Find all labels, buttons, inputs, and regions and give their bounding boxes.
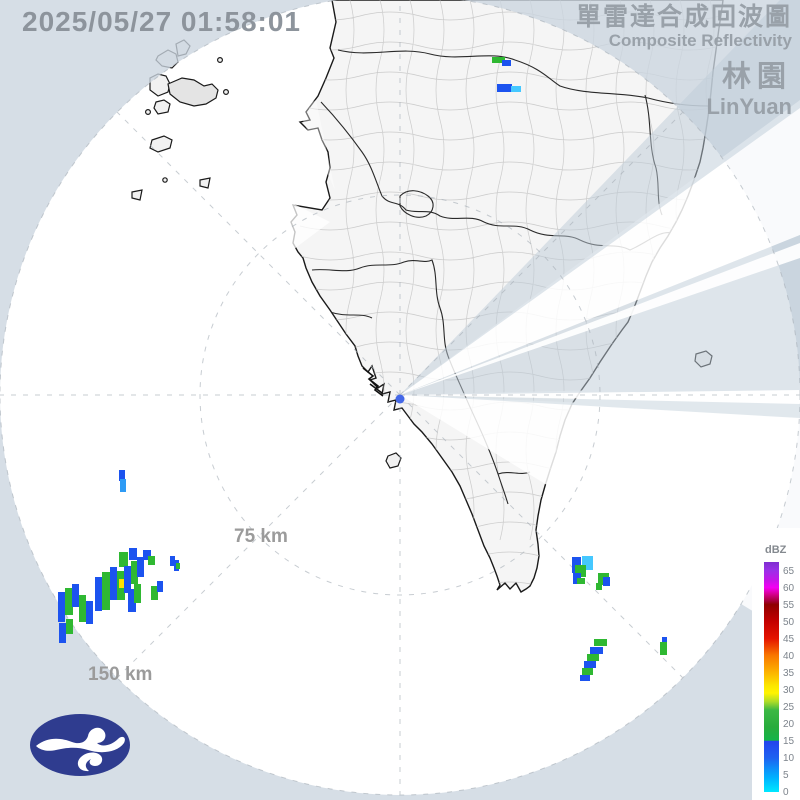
dbz-color-scale: dBZ 65 60 55 50 45 40 35 30 25 20 15 10 5 0 xyxy=(752,528,800,800)
echo-cell xyxy=(590,647,603,654)
echo-cell xyxy=(587,654,599,661)
echo-cell xyxy=(582,556,593,570)
echo-cell xyxy=(120,479,126,492)
dbz-tick: 5 xyxy=(783,769,789,781)
echo-cell xyxy=(577,578,585,584)
echo-cell xyxy=(134,584,141,603)
echo-cell xyxy=(151,586,158,600)
blockage-white-stripes xyxy=(286,100,800,395)
echo-cell xyxy=(157,581,163,592)
echo-cell xyxy=(66,619,73,634)
dbz-tick: 15 xyxy=(783,735,795,747)
echo-cell xyxy=(119,470,125,481)
dbz-tick: 20 xyxy=(783,718,795,730)
ring-label-150km: 150 km xyxy=(88,664,153,685)
echo-cell xyxy=(131,561,138,584)
echo-cell xyxy=(176,563,180,569)
echo-cell xyxy=(603,577,610,586)
echo-cell xyxy=(582,668,593,675)
echo-cell xyxy=(662,637,667,644)
echo-cell xyxy=(65,588,73,615)
product-title-zh: 單雷達合成回波圖 xyxy=(575,3,792,31)
echo-cell xyxy=(170,556,175,566)
dbz-tick: 25 xyxy=(783,701,795,713)
echo-cell xyxy=(128,589,136,612)
dbz-tick: 45 xyxy=(783,633,795,645)
echo-cell xyxy=(95,577,102,611)
echo-cell xyxy=(575,565,586,577)
dbz-color-bar xyxy=(764,562,779,792)
dbz-tick: 40 xyxy=(783,650,795,662)
echo-cell xyxy=(86,601,93,624)
timestamp: 2025/05/27 01:58:01 xyxy=(22,6,301,37)
echo-cell xyxy=(124,566,131,593)
echo-cell xyxy=(110,567,117,600)
radar-site-marker xyxy=(395,394,405,404)
station-name-en: LinYuan xyxy=(706,93,792,119)
dbz-tick: 55 xyxy=(783,599,795,611)
echo-cell xyxy=(580,675,590,681)
dbz-tick: 30 xyxy=(783,684,795,696)
dbz-tick: 50 xyxy=(783,616,795,628)
echo-cell xyxy=(59,623,66,643)
dbz-tick: 65 xyxy=(783,565,795,577)
radar-echoes xyxy=(58,57,667,681)
product-title-en: Composite Reflectivity xyxy=(608,31,792,51)
echo-cell xyxy=(584,661,596,668)
echo-cell xyxy=(492,57,505,63)
echo-cell xyxy=(502,60,511,66)
dbz-tick: 35 xyxy=(783,667,795,679)
cwb-logo xyxy=(30,714,130,776)
echo-cell xyxy=(143,550,151,560)
dbz-tick: 60 xyxy=(783,582,795,594)
echo-cell xyxy=(102,572,110,610)
echo-cell xyxy=(119,579,128,588)
echo-cell xyxy=(58,592,65,622)
dbz-unit-label: dBZ xyxy=(765,544,787,556)
echo-cell xyxy=(129,548,137,560)
dbz-tick: 0 xyxy=(783,787,789,798)
echo-cell xyxy=(594,639,607,646)
beam-blockage-wedges xyxy=(400,0,800,418)
echo-cell xyxy=(511,86,521,92)
echo-cell xyxy=(660,642,667,655)
cwb-logo-wave xyxy=(36,727,125,772)
echo-cell xyxy=(148,556,155,565)
station-name-zh: 林園 xyxy=(721,61,792,94)
echo-cell xyxy=(72,584,79,607)
echo-cell xyxy=(596,583,602,590)
dbz-tick: 10 xyxy=(783,752,795,764)
echo-cell xyxy=(497,84,512,92)
echo-cell xyxy=(79,595,86,622)
ring-label-75km: 75 km xyxy=(234,526,288,547)
harbor-detail xyxy=(362,367,384,397)
echo-cell xyxy=(137,557,144,577)
echo-cell xyxy=(119,552,128,567)
title-block: 單雷達合成回波圖 Composite Reflectivity 林園 LinYu… xyxy=(576,4,792,118)
